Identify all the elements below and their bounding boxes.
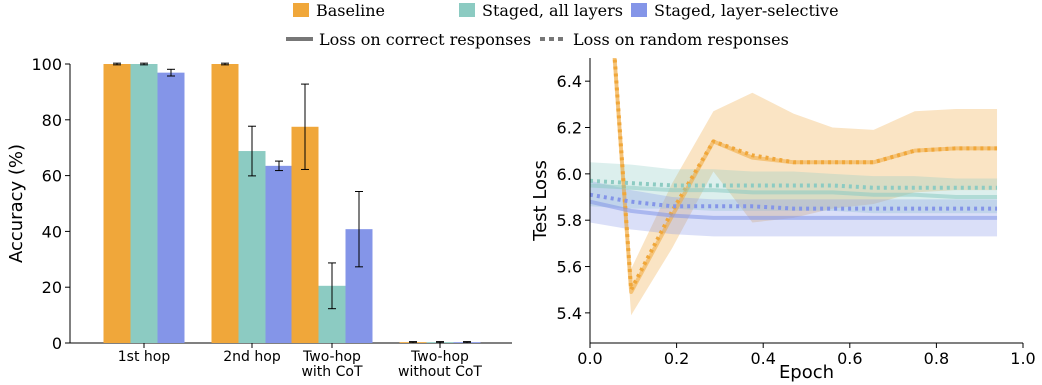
bar-y-tick-label: 60 xyxy=(42,167,62,186)
legend-line-label-1: Loss on random responses xyxy=(573,30,789,49)
line-y-tick-label: 5.8 xyxy=(557,211,582,230)
loss-line-random xyxy=(590,192,998,211)
legend-label-2: Staged, layer-selective xyxy=(654,1,839,20)
bar-category-label: Two-hop xyxy=(302,349,361,365)
line-y-tick-label: 6.0 xyxy=(557,165,582,184)
bar-category-label: without CoT xyxy=(398,364,482,380)
bar-y-tick-label: 0 xyxy=(52,334,62,353)
legend-label-1: Staged, all layers xyxy=(482,1,623,20)
loss-line-correct xyxy=(590,199,998,220)
line-y-tick-label: 5.6 xyxy=(557,258,582,277)
bar xyxy=(157,72,185,344)
bar-category-label: Two-hop xyxy=(410,349,469,365)
line-x-tick-label: 0.0 xyxy=(577,349,602,368)
bar xyxy=(103,64,131,343)
bar-category-label: with CoT xyxy=(301,364,362,380)
bar-y-tick-label: 100 xyxy=(31,55,62,74)
legend-swatch-2 xyxy=(631,3,647,17)
loss-line-random xyxy=(590,178,998,190)
line-x-tick-label: 0.4 xyxy=(750,349,775,368)
legend-swatch-1 xyxy=(459,3,475,17)
legend: Baseline Staged, all layers Staged, layer-… xyxy=(286,1,839,49)
bar-chart: 0 20 40 60 80 100 Accuracy (%) 1st hop 2nd hop Tw… xyxy=(6,55,512,380)
legend-line-label-0: Loss on correct responses xyxy=(319,30,531,49)
bar-y-tick-label: 20 xyxy=(42,278,62,297)
bar xyxy=(238,151,266,343)
confidence-band xyxy=(612,58,998,316)
line-y-axis-label: Test Loss xyxy=(530,160,551,242)
line-y-tick-label: 6.2 xyxy=(557,119,582,138)
line-x-axis-label: Epoch xyxy=(779,362,834,383)
bar-y-tick-label: 80 xyxy=(42,111,62,130)
confidence-band xyxy=(590,162,998,214)
loss-line-random xyxy=(612,58,998,292)
bar-y-axis-label: Accuracy (%) xyxy=(6,144,27,263)
loss-line-correct xyxy=(590,183,998,200)
bar-y-tick-label: 40 xyxy=(42,222,62,241)
line-x-tick-label: 0.6 xyxy=(837,349,862,368)
bar xyxy=(211,64,239,343)
legend-swatch-0 xyxy=(293,3,309,17)
line-y-tick-label: 6.4 xyxy=(557,72,582,91)
line-chart: 0.0 0.2 0.4 0.6 0.8 1.0 5.4 5.6 5.8 6.0 6.2 6.4 Epoc… xyxy=(530,58,1036,383)
legend-label-0: Baseline xyxy=(316,1,385,20)
plot-area xyxy=(590,58,998,316)
line-y-tick-label: 5.4 xyxy=(557,304,582,323)
bar xyxy=(265,165,293,343)
bar xyxy=(130,64,158,343)
line-x-tick-label: 1.0 xyxy=(1010,349,1035,368)
bar-category-label: 2nd hop xyxy=(223,349,281,365)
line-x-tick-label: 0.8 xyxy=(924,349,949,368)
bar-category-label: 1st hop xyxy=(118,349,171,365)
line-x-tick-label: 0.2 xyxy=(664,349,689,368)
